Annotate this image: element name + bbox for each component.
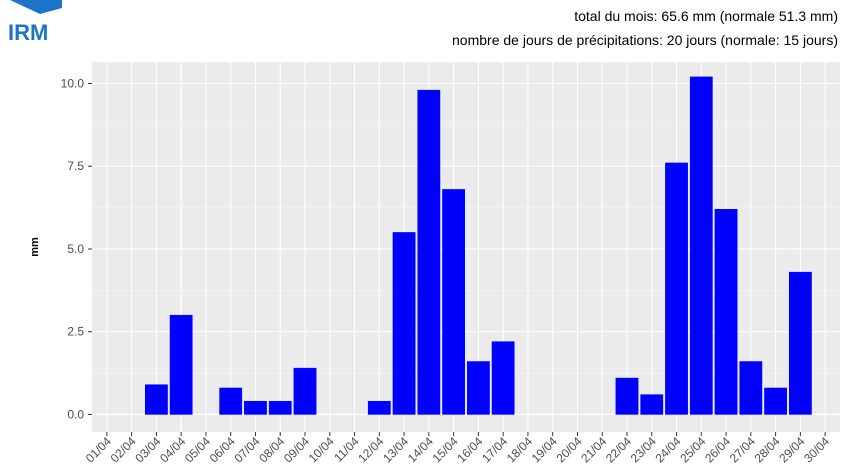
- bar: [268, 400, 292, 415]
- x-tick-label: 16/04: [454, 434, 485, 465]
- x-tick-label: 29/04: [776, 434, 807, 465]
- x-tick-label: 25/04: [677, 434, 708, 465]
- x-tick-label: 03/04: [132, 434, 163, 465]
- x-tick-label: 07/04: [231, 434, 262, 465]
- x-tick-label: 22/04: [603, 434, 634, 465]
- x-tick-label: 08/04: [256, 434, 287, 465]
- bar: [442, 189, 466, 415]
- bar: [764, 387, 787, 415]
- bar: [417, 89, 441, 415]
- y-tick-label: 5.0: [67, 242, 84, 256]
- x-tick-label: 21/04: [578, 434, 609, 465]
- subtitle: total du mois: 65.6 mm (normale 51.3 mm): [574, 8, 838, 24]
- bar: [244, 400, 267, 415]
- bar: [640, 394, 664, 415]
- x-tick-label: 10/04: [306, 434, 337, 465]
- x-tick-label: 18/04: [504, 434, 535, 465]
- x-tick-label: 02/04: [108, 434, 139, 465]
- x-tick-label: 15/04: [430, 434, 461, 465]
- bar: [689, 76, 713, 415]
- bar: [665, 162, 688, 415]
- y-tick-label: 2.5: [67, 325, 84, 339]
- bar: [392, 232, 416, 415]
- x-tick-label: 09/04: [281, 434, 312, 465]
- x-tick-label: 17/04: [479, 434, 510, 465]
- subtitle: nombre de jours de précipitations: 20 jo…: [452, 32, 838, 48]
- logo-shape: [10, 0, 62, 14]
- x-tick-label: 19/04: [529, 434, 560, 465]
- bar: [788, 271, 812, 415]
- x-tick-label: 26/04: [702, 434, 733, 465]
- bar: [491, 341, 515, 415]
- bar: [145, 384, 168, 415]
- x-tick-label: 27/04: [727, 434, 758, 465]
- bar: [615, 377, 639, 415]
- x-tick-label: 30/04: [801, 434, 832, 465]
- y-axis-label: mm: [29, 237, 41, 257]
- x-tick-label: 28/04: [752, 434, 783, 465]
- bar: [714, 209, 738, 415]
- y-tick-label: 10.0: [61, 77, 85, 91]
- x-tick-label: 05/04: [182, 434, 213, 465]
- x-tick-label: 23/04: [628, 434, 659, 465]
- bar: [739, 361, 763, 415]
- logo: IRM: [8, 0, 62, 45]
- x-tick-label: 12/04: [355, 434, 386, 465]
- x-tick-label: 11/04: [331, 434, 362, 465]
- bar: [367, 400, 391, 415]
- x-tick-label: 24/04: [653, 434, 684, 465]
- bar: [466, 361, 490, 415]
- x-tick-label: 06/04: [207, 434, 238, 465]
- x-tick-label: 14/04: [405, 434, 436, 465]
- bar: [169, 314, 193, 415]
- y-tick-label: 0.0: [67, 407, 84, 421]
- x-tick-label: 04/04: [157, 434, 188, 465]
- bar: [293, 367, 317, 415]
- x-tick-label: 01/04: [83, 434, 114, 465]
- y-tick-label: 7.5: [67, 159, 84, 173]
- x-tick-label: 13/04: [380, 434, 411, 465]
- x-tick-label: 20/04: [553, 434, 584, 465]
- bar: [219, 387, 243, 415]
- logo-text: IRM: [8, 20, 48, 45]
